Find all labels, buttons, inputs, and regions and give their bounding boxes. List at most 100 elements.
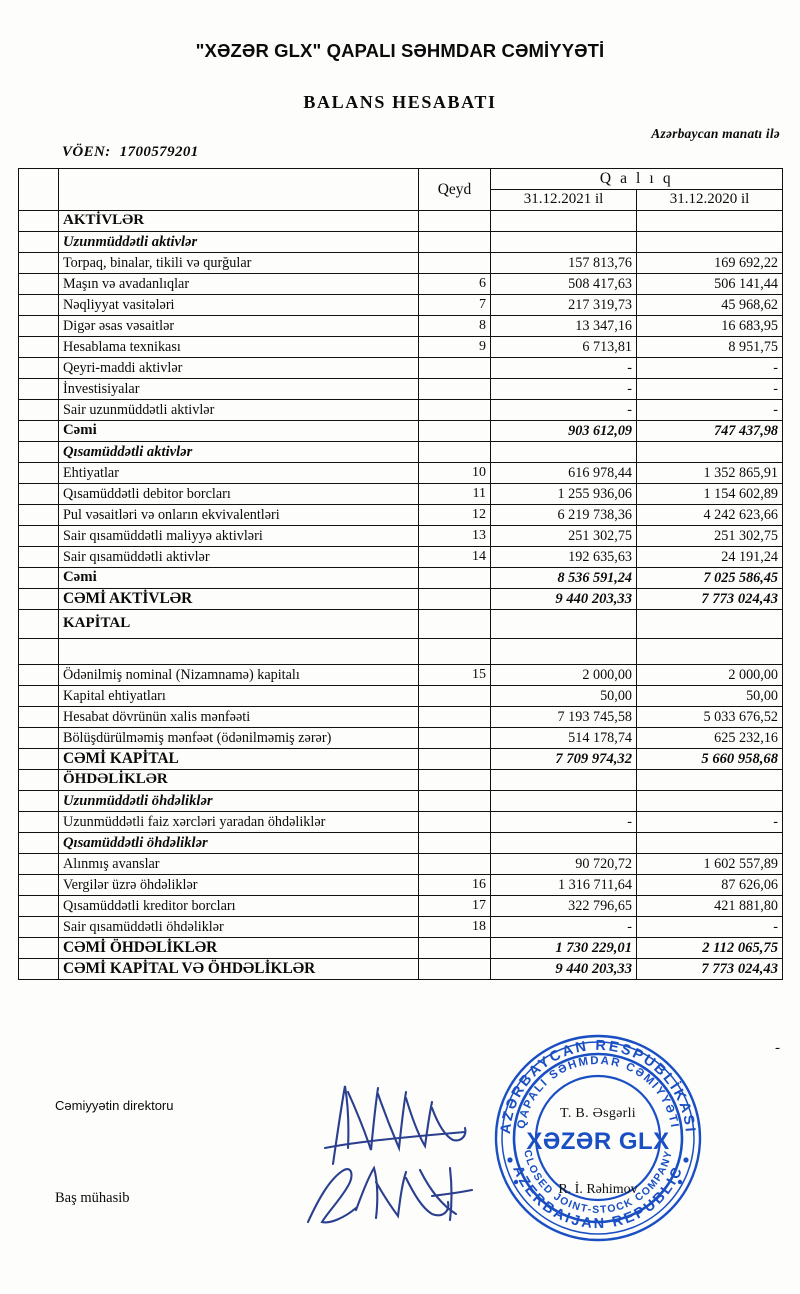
row-label: Cəmi bbox=[58, 420, 419, 442]
row-value-2021: 217 319,73 bbox=[490, 294, 637, 316]
row-note bbox=[418, 769, 491, 791]
row-margin-cell bbox=[18, 916, 59, 938]
row-note bbox=[418, 357, 491, 379]
row-label: Ödənilmiş nominal (Nizamnamə) kapitalı bbox=[58, 664, 419, 686]
row-label: Sair uzunmüddətli aktivlər bbox=[58, 399, 419, 421]
row-label: ÖHDƏLİKLƏR bbox=[58, 769, 419, 791]
row-margin-cell bbox=[18, 937, 59, 959]
row-margin-cell bbox=[18, 525, 59, 547]
report-title: BALANS HESABATI bbox=[303, 92, 497, 112]
table-row: Qısamüddətli aktivlər bbox=[18, 441, 783, 463]
table-row: Cəmi 903 612,09 747 437,98 bbox=[18, 420, 783, 442]
row-value-2020 bbox=[636, 231, 783, 253]
header-label-cell bbox=[58, 168, 419, 211]
row-value-2021 bbox=[490, 769, 637, 791]
row-value-2020: - bbox=[636, 916, 783, 938]
row-value-2020: 87 626,06 bbox=[636, 874, 783, 896]
currency-note: Azərbaycan manatı ilə bbox=[651, 126, 780, 141]
row-note bbox=[418, 609, 491, 639]
header-row-1: Qeyd Q a l ı q bbox=[18, 168, 783, 211]
row-margin-cell bbox=[18, 273, 59, 295]
row-note bbox=[418, 937, 491, 959]
director-signature-mark bbox=[315, 1078, 485, 1168]
row-margin-cell bbox=[18, 231, 59, 253]
row-label: Cəmi bbox=[58, 567, 419, 589]
accountant-signature-label: Baş mühasib bbox=[55, 1190, 130, 1206]
row-note bbox=[418, 441, 491, 463]
table-row: Qısamüddətli kreditor borcları 17 322 796,… bbox=[18, 895, 783, 917]
balance-table-wrapper: Qeyd Q a l ı q 31.12.2021 il 31.12.2020 … bbox=[18, 168, 783, 980]
header-note-col: Qeyd bbox=[418, 168, 491, 211]
row-margin-cell bbox=[18, 357, 59, 379]
row-label: Sair qısamüddətli maliyyə aktivləri bbox=[58, 525, 419, 547]
row-value-2020: 7 773 024,43 bbox=[636, 588, 783, 610]
row-value-2020: 5 660 958,68 bbox=[636, 748, 783, 770]
header-balance-group: Q a l ı q bbox=[490, 168, 783, 190]
row-margin-cell bbox=[18, 748, 59, 770]
row-value-2020: 45 968,62 bbox=[636, 294, 783, 316]
row-margin-cell bbox=[18, 958, 59, 980]
table-row: Vergilər üzrə öhdəliklər 16 1 316 711,64 87… bbox=[18, 874, 783, 896]
row-label: Maşın və avadanlıqlar bbox=[58, 273, 419, 295]
row-margin-cell bbox=[18, 294, 59, 316]
row-margin-cell bbox=[18, 769, 59, 791]
row-margin-cell bbox=[18, 874, 59, 896]
row-value-2021: 90 720,72 bbox=[490, 853, 637, 875]
row-note: 12 bbox=[418, 504, 491, 526]
director-signature-label: Cəmiyyətin direktoru bbox=[55, 1098, 174, 1113]
row-label: Torpaq, binalar, tikili və qurğular bbox=[58, 252, 419, 274]
row-value-2020: 16 683,95 bbox=[636, 315, 783, 337]
company-title: "XƏZƏR GLX" QAPALI SƏHMDAR CƏMİYYƏTİ bbox=[195, 40, 605, 61]
stamp-lower-name: R. İ. Rəhimov bbox=[558, 1182, 638, 1197]
row-value-2021 bbox=[490, 210, 637, 232]
row-label: Qısamüddətli öhdəliklər bbox=[58, 832, 419, 854]
row-margin-cell bbox=[18, 790, 59, 812]
row-value-2020: 747 437,98 bbox=[636, 420, 783, 442]
row-note bbox=[418, 685, 491, 707]
row-margin-cell bbox=[18, 664, 59, 686]
row-value-2021: 7 193 745,58 bbox=[490, 706, 637, 728]
row-value-2020: - bbox=[636, 399, 783, 421]
row-value-2020: 1 352 865,91 bbox=[636, 462, 783, 484]
row-value-2021: 192 635,63 bbox=[490, 546, 637, 568]
row-value-2020: - bbox=[636, 811, 783, 833]
row-note bbox=[418, 420, 491, 442]
row-value-2020 bbox=[636, 210, 783, 232]
row-note: 10 bbox=[418, 462, 491, 484]
table-row: Qısamüddətli debitor borcları 11 1 255 936… bbox=[18, 483, 783, 505]
row-label: Qeyri-maddi aktivlər bbox=[58, 357, 419, 379]
row-note bbox=[418, 638, 491, 665]
row-note: 11 bbox=[418, 483, 491, 505]
row-value-2021: - bbox=[490, 378, 637, 400]
row-value-2020: 50,00 bbox=[636, 685, 783, 707]
row-note: 17 bbox=[418, 895, 491, 917]
table-row: Pul vəsaitləri və onların ekvivalentləri… bbox=[18, 504, 783, 526]
row-margin-cell bbox=[18, 895, 59, 917]
row-value-2021: 6 713,81 bbox=[490, 336, 637, 358]
row-margin-cell bbox=[18, 483, 59, 505]
row-note bbox=[418, 790, 491, 812]
row-value-2020: 7 773 024,43 bbox=[636, 958, 783, 980]
row-margin-cell bbox=[18, 546, 59, 568]
row-note: 18 bbox=[418, 916, 491, 938]
table-row: Sair qısamüddətli öhdəliklər 18- - bbox=[18, 916, 783, 938]
row-label: Qısamüddətli aktivlər bbox=[58, 441, 419, 463]
row-label: Qısamüddətli kreditor borcları bbox=[58, 895, 419, 917]
table-row: İnvestisiyalar - - bbox=[18, 378, 783, 400]
table-row: Alınmış avanslar 90 720,72 1 602 557,89 bbox=[18, 853, 783, 875]
row-value-2020: 2 000,00 bbox=[636, 664, 783, 686]
row-value-2020: 1 154 602,89 bbox=[636, 483, 783, 505]
row-margin-cell bbox=[18, 336, 59, 358]
table-body: AKTİVLƏR Uzunmüddətli aktivlər Torpaq, bin… bbox=[18, 210, 783, 980]
table-row: Sair qısamüddətli aktivlər 14 192 635,63 24… bbox=[18, 546, 783, 568]
row-value-2020 bbox=[636, 609, 783, 639]
stamp-center-name: T. B. Əsgərli bbox=[560, 1106, 636, 1121]
row-label: Digər əsas vəsaitlər bbox=[58, 315, 419, 337]
row-note: 13 bbox=[418, 525, 491, 547]
row-label: Uzunmüddətli aktivlər bbox=[58, 231, 419, 253]
row-note bbox=[418, 231, 491, 253]
row-value-2021: - bbox=[490, 916, 637, 938]
row-value-2020: - bbox=[636, 378, 783, 400]
row-value-2020: 2 112 065,75 bbox=[636, 937, 783, 959]
